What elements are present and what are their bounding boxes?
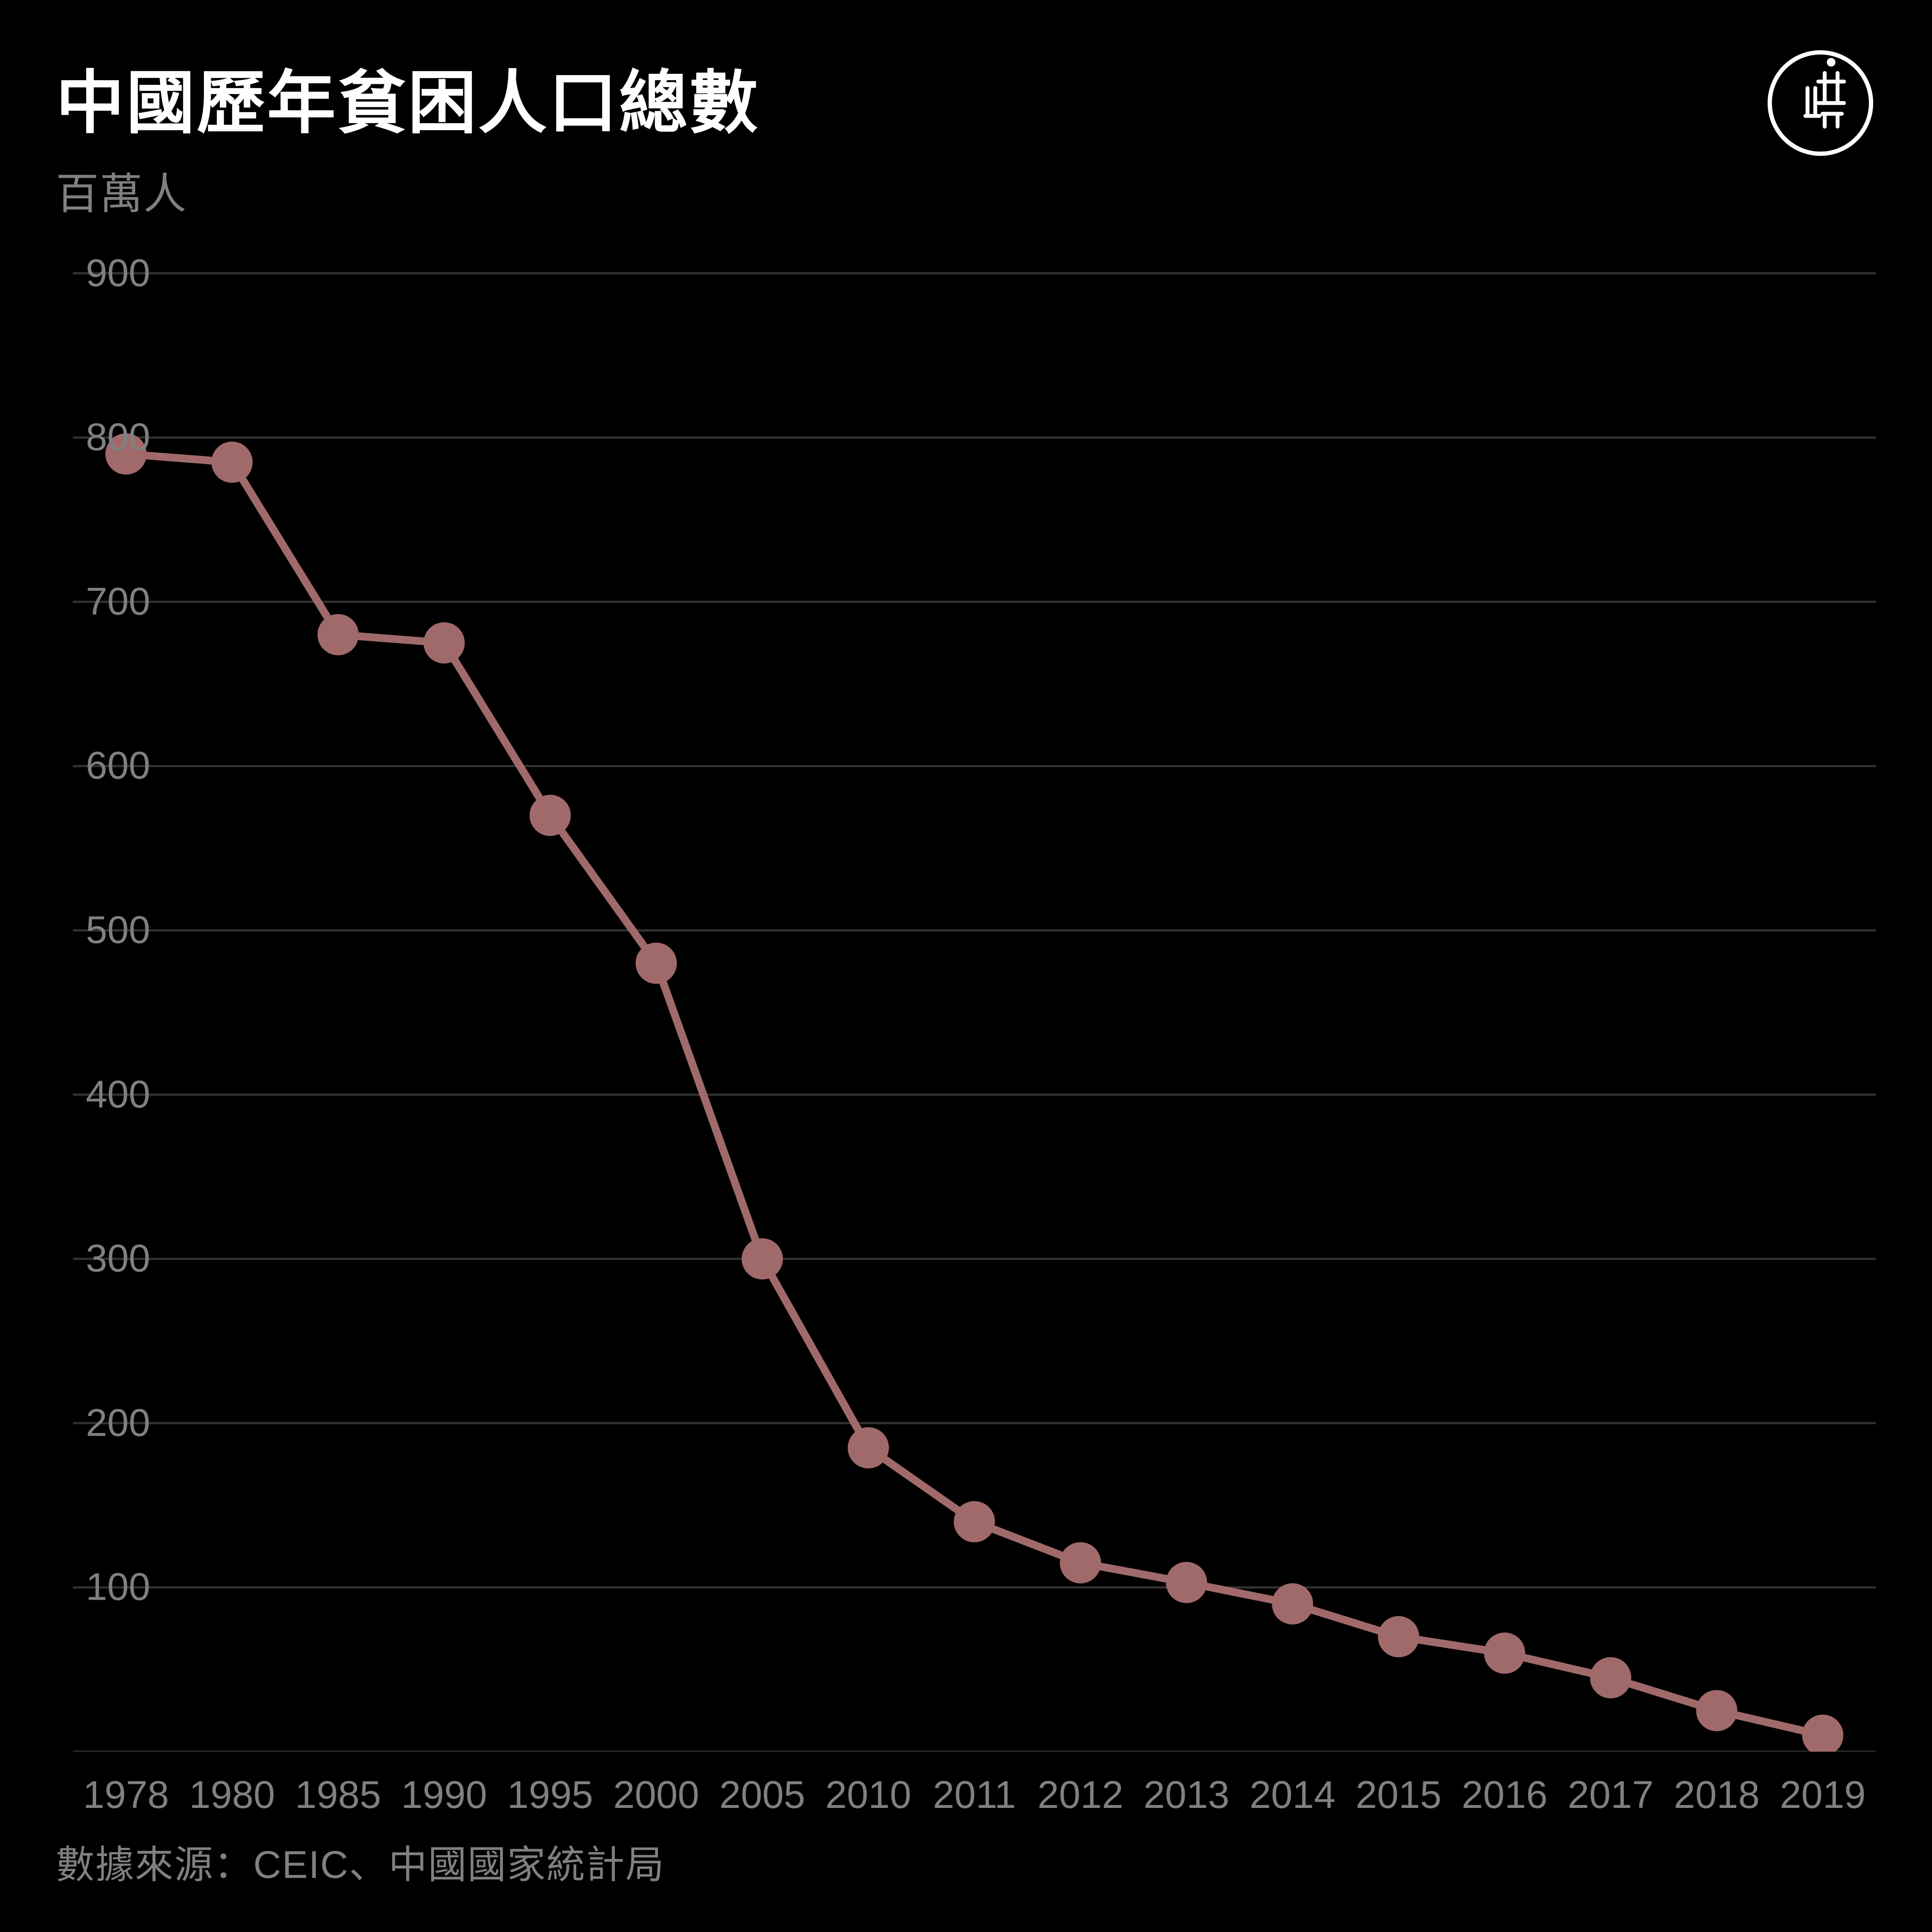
brand-logo-icon [1765, 47, 1876, 161]
x-tick-label: 2015 [1356, 1773, 1441, 1817]
x-tick-label: 2012 [1037, 1773, 1123, 1817]
y-tick-label: 600 [56, 744, 150, 788]
data-marker [1060, 1542, 1101, 1583]
x-tick-label: 2011 [933, 1773, 1016, 1817]
y-axis-unit-label: 百萬人 [56, 159, 187, 221]
data-marker [1590, 1657, 1631, 1698]
x-tick-label: 2005 [719, 1773, 805, 1817]
y-tick-label: 100 [56, 1565, 150, 1610]
x-tick-label: 2017 [1568, 1773, 1653, 1817]
chart-svg [73, 240, 1876, 1752]
data-marker [848, 1427, 889, 1468]
data-marker [424, 622, 465, 663]
y-tick-label: 500 [56, 908, 150, 952]
data-marker [1272, 1583, 1313, 1625]
x-tick-label: 1980 [189, 1773, 275, 1817]
x-tick-label: 2000 [613, 1773, 699, 1817]
x-tick-label: 1995 [507, 1773, 593, 1817]
data-source-label: 數據來源：CEIC、中國國家統計局 [56, 1833, 665, 1889]
x-tick-label: 1978 [83, 1773, 169, 1817]
data-marker [1166, 1562, 1207, 1603]
x-tick-label: 2014 [1250, 1773, 1335, 1817]
y-tick-label: 300 [56, 1237, 150, 1281]
data-marker [1802, 1715, 1843, 1752]
x-tick-label: 1990 [401, 1773, 487, 1817]
x-tick-label: 2018 [1674, 1773, 1759, 1817]
x-tick-label: 1985 [295, 1773, 381, 1817]
data-marker [1696, 1690, 1737, 1731]
x-tick-label: 2019 [1780, 1773, 1865, 1817]
data-marker [530, 795, 571, 836]
data-marker [1378, 1616, 1419, 1657]
data-marker [742, 1238, 783, 1279]
y-tick-label: 800 [56, 416, 150, 460]
y-tick-label: 900 [56, 251, 150, 295]
data-marker [318, 614, 359, 655]
chart-title: 中國歷年貧困人口總數 [56, 47, 760, 147]
x-tick-label: 2010 [825, 1773, 911, 1817]
y-tick-label: 200 [56, 1401, 150, 1445]
line-chart [73, 240, 1876, 1752]
x-tick-label: 2016 [1462, 1773, 1547, 1817]
page-root: 中國歷年貧困人口總數 百萬人 數據來源：CEIC、中國國家統計局 100 200 3… [0, 0, 1932, 1932]
data-marker [954, 1501, 995, 1542]
data-marker [636, 942, 677, 984]
y-tick-label: 400 [56, 1072, 150, 1117]
data-marker [212, 442, 253, 483]
y-tick-label: 700 [56, 580, 150, 624]
x-tick-label: 2013 [1143, 1773, 1229, 1817]
data-marker [1484, 1632, 1525, 1674]
